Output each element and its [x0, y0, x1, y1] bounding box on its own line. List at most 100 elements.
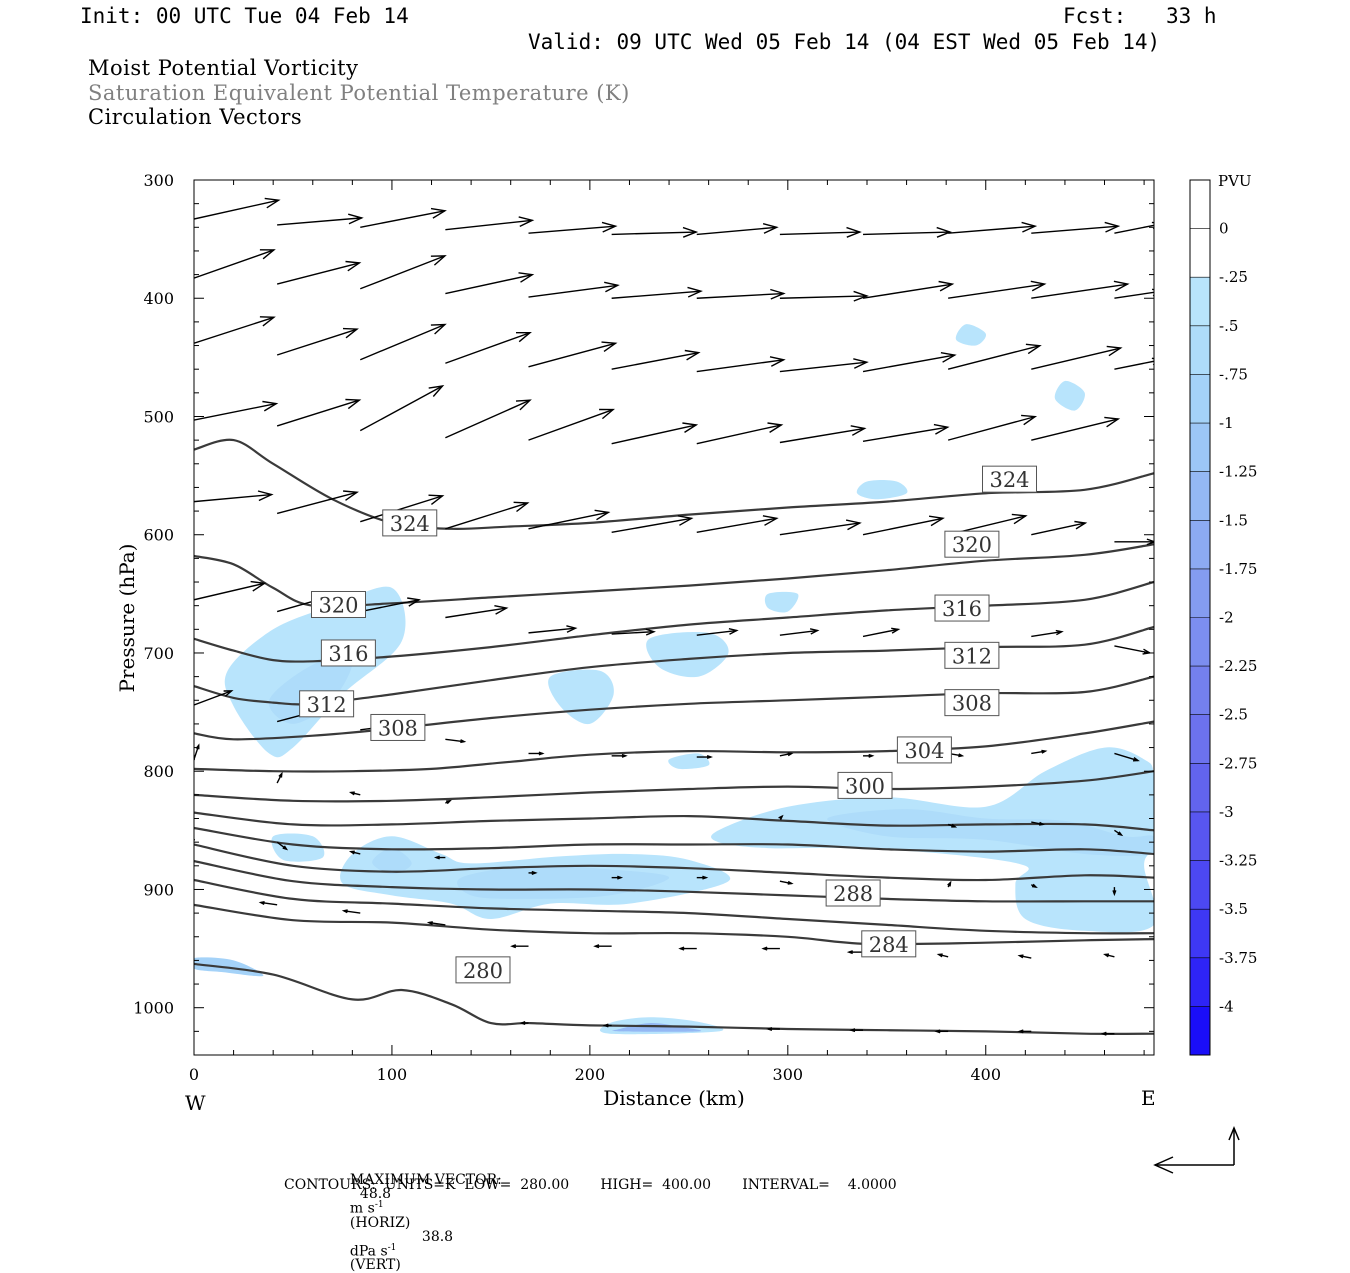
vector-102 [341, 909, 361, 914]
vector-76 [696, 755, 713, 760]
vector-0 [194, 197, 281, 220]
vector-93 [947, 880, 952, 888]
vector-44 [862, 423, 950, 443]
vector-18 [696, 288, 786, 300]
vector-58 [1114, 538, 1154, 546]
vector-28 [528, 341, 618, 368]
vector-13 [276, 260, 362, 285]
vector-54 [779, 519, 862, 536]
east-label: E [1141, 1086, 1156, 1110]
vector-42 [696, 422, 784, 445]
vector-49 [360, 494, 445, 523]
vector-46 [1031, 416, 1121, 441]
vector-70 [194, 690, 234, 706]
vector-6 [696, 223, 779, 236]
vert-value: 38.8 [421, 1228, 454, 1245]
pv-region-10 [372, 848, 412, 875]
svg-text:316: 316 [328, 642, 368, 666]
colorbar-label-1: -.25 [1219, 268, 1248, 286]
colorbar-swatch-16 [1190, 957, 1210, 1007]
y-tick-label-2: 500 [143, 407, 174, 426]
vector-16 [528, 281, 620, 298]
isentrope-label-15: 288 [825, 879, 881, 907]
y-axis-title: Pressure (hPa) [115, 544, 139, 693]
vector-33 [947, 343, 1042, 370]
vector-107 [761, 946, 780, 951]
pv-region-17 [668, 753, 710, 770]
vert-tag: (VERT) [349, 1257, 401, 1273]
x-tick-label-0: 0 [189, 1065, 199, 1084]
circulation-vectors [194, 197, 1154, 1036]
forecast-hours: 33 h [1166, 4, 1217, 28]
vector-100 [1114, 829, 1124, 837]
vector-48 [276, 490, 359, 515]
vector-15 [445, 272, 535, 295]
vector-90 [611, 875, 624, 880]
vector-103 [426, 921, 446, 926]
vector-98 [947, 823, 958, 828]
colorbar-swatch-12 [1190, 763, 1210, 812]
colorbar-label-4: -1 [1219, 414, 1234, 432]
svg-text:308: 308 [952, 692, 992, 716]
colorbar-swatch-10 [1190, 666, 1210, 715]
colorbar-swatch-3 [1190, 325, 1210, 375]
contours-info: CONTOURS: UNITS=K LOW= 280.00 HIGH= 400.… [284, 1177, 897, 1193]
vector-30 [696, 356, 786, 373]
colorbar-swatch-13 [1190, 811, 1210, 861]
vector-31 [779, 358, 869, 373]
svg-text:324: 324 [390, 512, 430, 536]
vector-110 [1017, 954, 1032, 959]
vector-81 [1114, 752, 1140, 762]
colorbar-swatch-9 [1190, 617, 1210, 667]
isentrope-label-3: 320 [944, 530, 1000, 558]
vector-21 [948, 280, 1047, 299]
svg-text:320: 320 [952, 533, 992, 557]
y-tick-label-1: 400 [143, 289, 174, 308]
colorbar-label-10: -2.5 [1219, 706, 1248, 724]
isentrope-label-6: 312 [299, 690, 355, 718]
isentrope-line-10 [194, 720, 1154, 773]
pv-region-2 [548, 669, 614, 725]
y-tick-label-0: 300 [143, 171, 174, 190]
isentrope-label-0: 324 [382, 509, 438, 537]
vector-22 [1031, 280, 1130, 299]
vector-24 [194, 316, 276, 344]
vector-36 [194, 400, 279, 421]
vector-104 [510, 944, 529, 949]
colorbar-swatch-5 [1190, 423, 1210, 472]
isentrope-label-18: 280 [455, 956, 511, 984]
vector-52 [611, 515, 694, 534]
vector-95 [1112, 887, 1117, 897]
vector-117 [1017, 1029, 1032, 1034]
isentrope-line-2 [194, 543, 1154, 608]
vector-61 [360, 597, 421, 613]
colorbar-label-7: -1.75 [1219, 560, 1257, 578]
forecast-label: Fcst: [1063, 4, 1127, 28]
vector-55 [862, 515, 945, 536]
vector-92 [779, 880, 794, 885]
vector-116 [934, 1029, 949, 1034]
vector-62 [445, 605, 509, 619]
y-tick-label-5: 800 [143, 762, 174, 781]
isentrope-line-15 [194, 860, 1154, 903]
vector-85 [445, 799, 452, 805]
isentrope-labels: 324 324 320 320 316 316 312 312 308 308 304 300 288 2… [299, 465, 1038, 984]
colorbar-swatch-14 [1190, 860, 1210, 910]
svg-text:324: 324 [989, 468, 1029, 492]
pv-region-5 [856, 480, 908, 500]
vector-78 [863, 753, 875, 758]
x-axis-title: Distance (km) [603, 1086, 745, 1110]
pv-region-8 [271, 833, 325, 862]
isentrope-label-2: 320 [310, 590, 366, 618]
vector-29 [611, 349, 701, 370]
colorbar-label-0: 0 [1219, 220, 1229, 238]
vector-32 [862, 352, 957, 373]
vector-108 [846, 950, 864, 955]
vector-113 [602, 1023, 612, 1028]
vector-99 [1031, 821, 1045, 826]
title-saturation-theta-e: Saturation Equivalent Potential Temperat… [88, 81, 630, 105]
y-tick-label-4: 700 [143, 644, 174, 663]
vector-43 [779, 425, 867, 444]
colorbar-swatch-11 [1190, 714, 1210, 764]
pv-shading [194, 324, 1154, 1035]
